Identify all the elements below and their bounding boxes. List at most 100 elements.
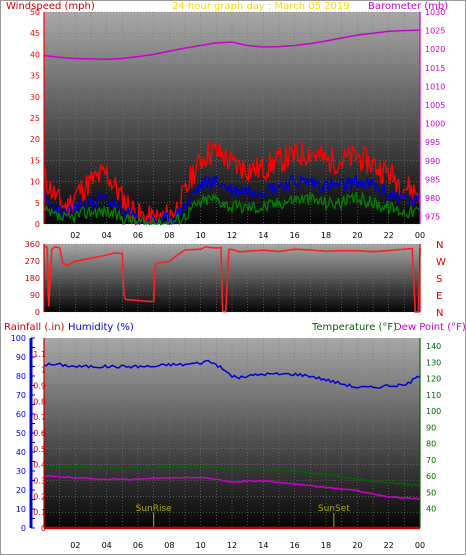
wind-x-tick-label: 14 <box>258 231 268 240</box>
barometer-tick-label: 1000 <box>425 120 445 129</box>
humidity-tick-label: 10 <box>16 505 26 514</box>
barometer-tick-label: 1020 <box>425 45 445 54</box>
direction-tick-label: 270 <box>25 257 40 266</box>
sun-event-label: SunSet <box>318 504 350 514</box>
wind-x-tick-label: 20 <box>352 231 362 240</box>
compass-label: S <box>436 274 442 285</box>
compass-label: N <box>436 308 443 319</box>
temperature-line <box>43 465 421 487</box>
wind-x-tick-label: 02 <box>70 231 80 240</box>
climate-x-tick-label: 12 <box>227 541 237 550</box>
temperature-tick-label: 40 <box>426 505 436 514</box>
climate-x-tick-label: 04 <box>102 541 112 550</box>
rainfall-tick-label: 0.5 <box>33 445 46 454</box>
climate-plot-area <box>44 338 420 528</box>
barometer-tick-label: 990 <box>425 157 440 166</box>
wind-x-tick-label: 18 <box>321 231 331 240</box>
dewpoint-line <box>43 475 420 500</box>
windspeed-tick-label: 10 <box>30 178 40 187</box>
windspeed-tick-label: 25 <box>30 114 40 123</box>
direction-tick-label: 0 <box>35 308 40 317</box>
rainfall-tick-label: 0.6 <box>33 429 46 438</box>
graph-title: 24 hour graph day : March 05 2019 <box>172 1 350 12</box>
barometer-tick-label: 980 <box>425 194 440 203</box>
barometer-line <box>43 29 421 60</box>
windspeed-tick-label: 0 <box>35 220 40 229</box>
rainfall-label: Rainfall (.in) <box>4 322 65 333</box>
humidity-tick-label: 70 <box>16 391 26 400</box>
climate-x-tick-label: 06 <box>133 541 143 550</box>
barometer-tick-label: 1015 <box>425 64 445 73</box>
windspeed-low-line <box>43 191 421 226</box>
compass-label: N <box>436 240 443 251</box>
barometer-tick-label: 975 <box>425 213 440 222</box>
rainfall-tick-label: 0 <box>41 524 46 533</box>
windspeed-tick-label: 15 <box>30 156 40 165</box>
climate-x-tick-label: 00 <box>415 541 425 550</box>
humidity-tick-label: 0 <box>21 524 26 533</box>
humidity-tick-label: 40 <box>16 448 26 457</box>
wind-x-tick-label: 16 <box>290 231 300 240</box>
climate-x-tick-label: 02 <box>70 541 80 550</box>
windspeed-tick-label: 35 <box>30 72 40 81</box>
wind-x-tick-label: 10 <box>196 231 206 240</box>
rainfall-tick-label: 0.8 <box>33 397 46 406</box>
windspeed-tick-label: 30 <box>30 93 40 102</box>
rainfall-tick-label: 0.7 <box>33 413 46 422</box>
compass-label: W <box>436 257 446 268</box>
climate-x-tick-label: 10 <box>196 541 206 550</box>
temperature-tick-label: 50 <box>426 488 436 497</box>
rainfall-tick-label: 0.1 <box>33 508 46 517</box>
rainfall-tick-label: 1.1 <box>33 350 46 359</box>
temperature-tick-label: 130 <box>426 358 441 367</box>
temperature-tick-label: 70 <box>426 456 436 465</box>
humidity-tick-label: 50 <box>16 429 26 438</box>
windspeed-tick-label: 40 <box>30 50 40 59</box>
humidity-tick-label: 100 <box>11 334 26 343</box>
wind-x-tick-label: 04 <box>102 231 112 240</box>
temperature-tick-label: 60 <box>426 472 436 481</box>
temperature-tick-label: 140 <box>426 342 441 351</box>
wind-x-tick-label: 22 <box>384 231 394 240</box>
windspeed-avg-line <box>43 174 421 226</box>
temperature-tick-label: 120 <box>426 375 441 384</box>
wind-direction-line <box>43 245 421 313</box>
humidity-line <box>43 359 421 389</box>
windspeed-tick-label: 45 <box>30 29 40 38</box>
barometer-tick-label: 995 <box>425 138 440 147</box>
rainfall-tick-label: 0.4 <box>33 461 46 470</box>
rainfall-tick-label: 0.9 <box>33 382 46 391</box>
climate-x-tick-label: 18 <box>321 541 331 550</box>
climate-x-tick-label: 16 <box>290 541 300 550</box>
humidity-tick-label: 90 <box>16 353 26 362</box>
wind-x-tick-label: 12 <box>227 231 237 240</box>
windspeed-tick-label: 50 <box>30 8 40 17</box>
direction-tick-label: 360 <box>25 240 40 249</box>
humidity-tick-label: 60 <box>16 410 26 419</box>
rainfall-tick-label: 0.3 <box>33 477 46 486</box>
humidity-tick-label: 30 <box>16 467 26 476</box>
barometer-tick-label: 1005 <box>425 101 445 110</box>
dewpoint-label: Dew Point (°F) <box>394 322 466 333</box>
climate-x-tick-label: 08 <box>164 541 174 550</box>
compass-label: E <box>436 291 442 302</box>
barometer-tick-label: 1025 <box>425 27 445 36</box>
temperature-tick-label: 80 <box>426 440 436 449</box>
wind-x-tick-label: 06 <box>133 231 143 240</box>
windspeed-label: Windspeed (mph) <box>6 1 95 12</box>
windspeed-tick-label: 20 <box>30 135 40 144</box>
temperature-tick-label: 110 <box>426 391 441 400</box>
humidity-tick-label: 20 <box>16 486 26 495</box>
climate-x-tick-label: 22 <box>384 541 394 550</box>
wind-x-tick-label: 00 <box>415 231 425 240</box>
rainfall-tick-label: 0.2 <box>33 492 46 501</box>
wind-x-tick-label: 08 <box>164 231 174 240</box>
sun-event-label: SunRise <box>136 504 173 514</box>
climate-x-tick-label: 14 <box>258 541 268 550</box>
windspeed-tick-label: 5 <box>35 199 40 208</box>
temperature-tick-label: 90 <box>426 423 436 432</box>
windspeed-gust-line <box>43 141 421 225</box>
barometer-tick-label: 1010 <box>425 82 445 91</box>
humidity-tick-label: 80 <box>16 372 26 381</box>
climate-x-tick-label: 20 <box>352 541 362 550</box>
